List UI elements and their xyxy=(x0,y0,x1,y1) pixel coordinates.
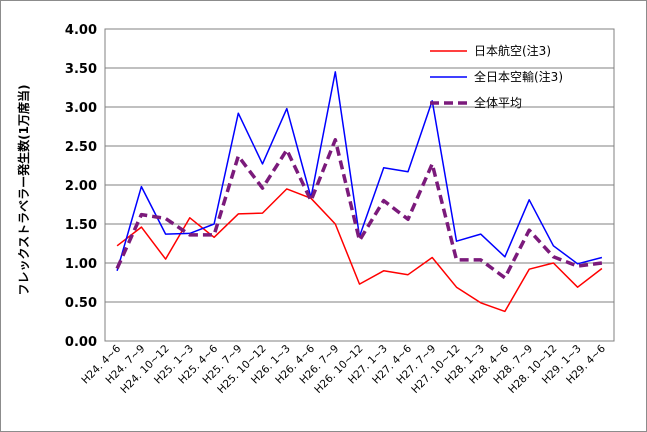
series-line-2 xyxy=(116,71,603,272)
series-line-3 xyxy=(115,138,603,280)
y-tick-label: 3.00 xyxy=(65,101,97,116)
legend-label-1: 日本航空(注3) xyxy=(474,43,551,58)
series-group xyxy=(115,71,603,313)
y-tick-label: 0.50 xyxy=(65,296,97,311)
y-tick-label: 4.00 xyxy=(65,23,97,38)
plot-area xyxy=(104,28,615,342)
legend: 日本航空(注3) 全日本空輸(注3) 全体平均 xyxy=(430,43,563,110)
y-axis-ticks: 0.00 0.50 1.00 1.50 2.00 2.50 3.00 3.50 4.00 xyxy=(65,23,97,350)
y-tick-label: 2.50 xyxy=(65,140,97,155)
y-tick-label: 1.50 xyxy=(65,218,97,233)
y-tick-label: 3.50 xyxy=(65,62,97,77)
legend-label-2: 全日本空輸(注3) xyxy=(474,69,563,84)
y-tick-label: 0.00 xyxy=(65,335,97,350)
y-tick-label: 2.00 xyxy=(65,179,97,194)
y-axis-title: フレックストラベラー発生数(1万席当) xyxy=(16,85,31,296)
legend-label-3: 全体平均 xyxy=(474,95,522,110)
y-tick-label: 1.00 xyxy=(65,257,97,272)
series-line-1 xyxy=(116,188,603,313)
